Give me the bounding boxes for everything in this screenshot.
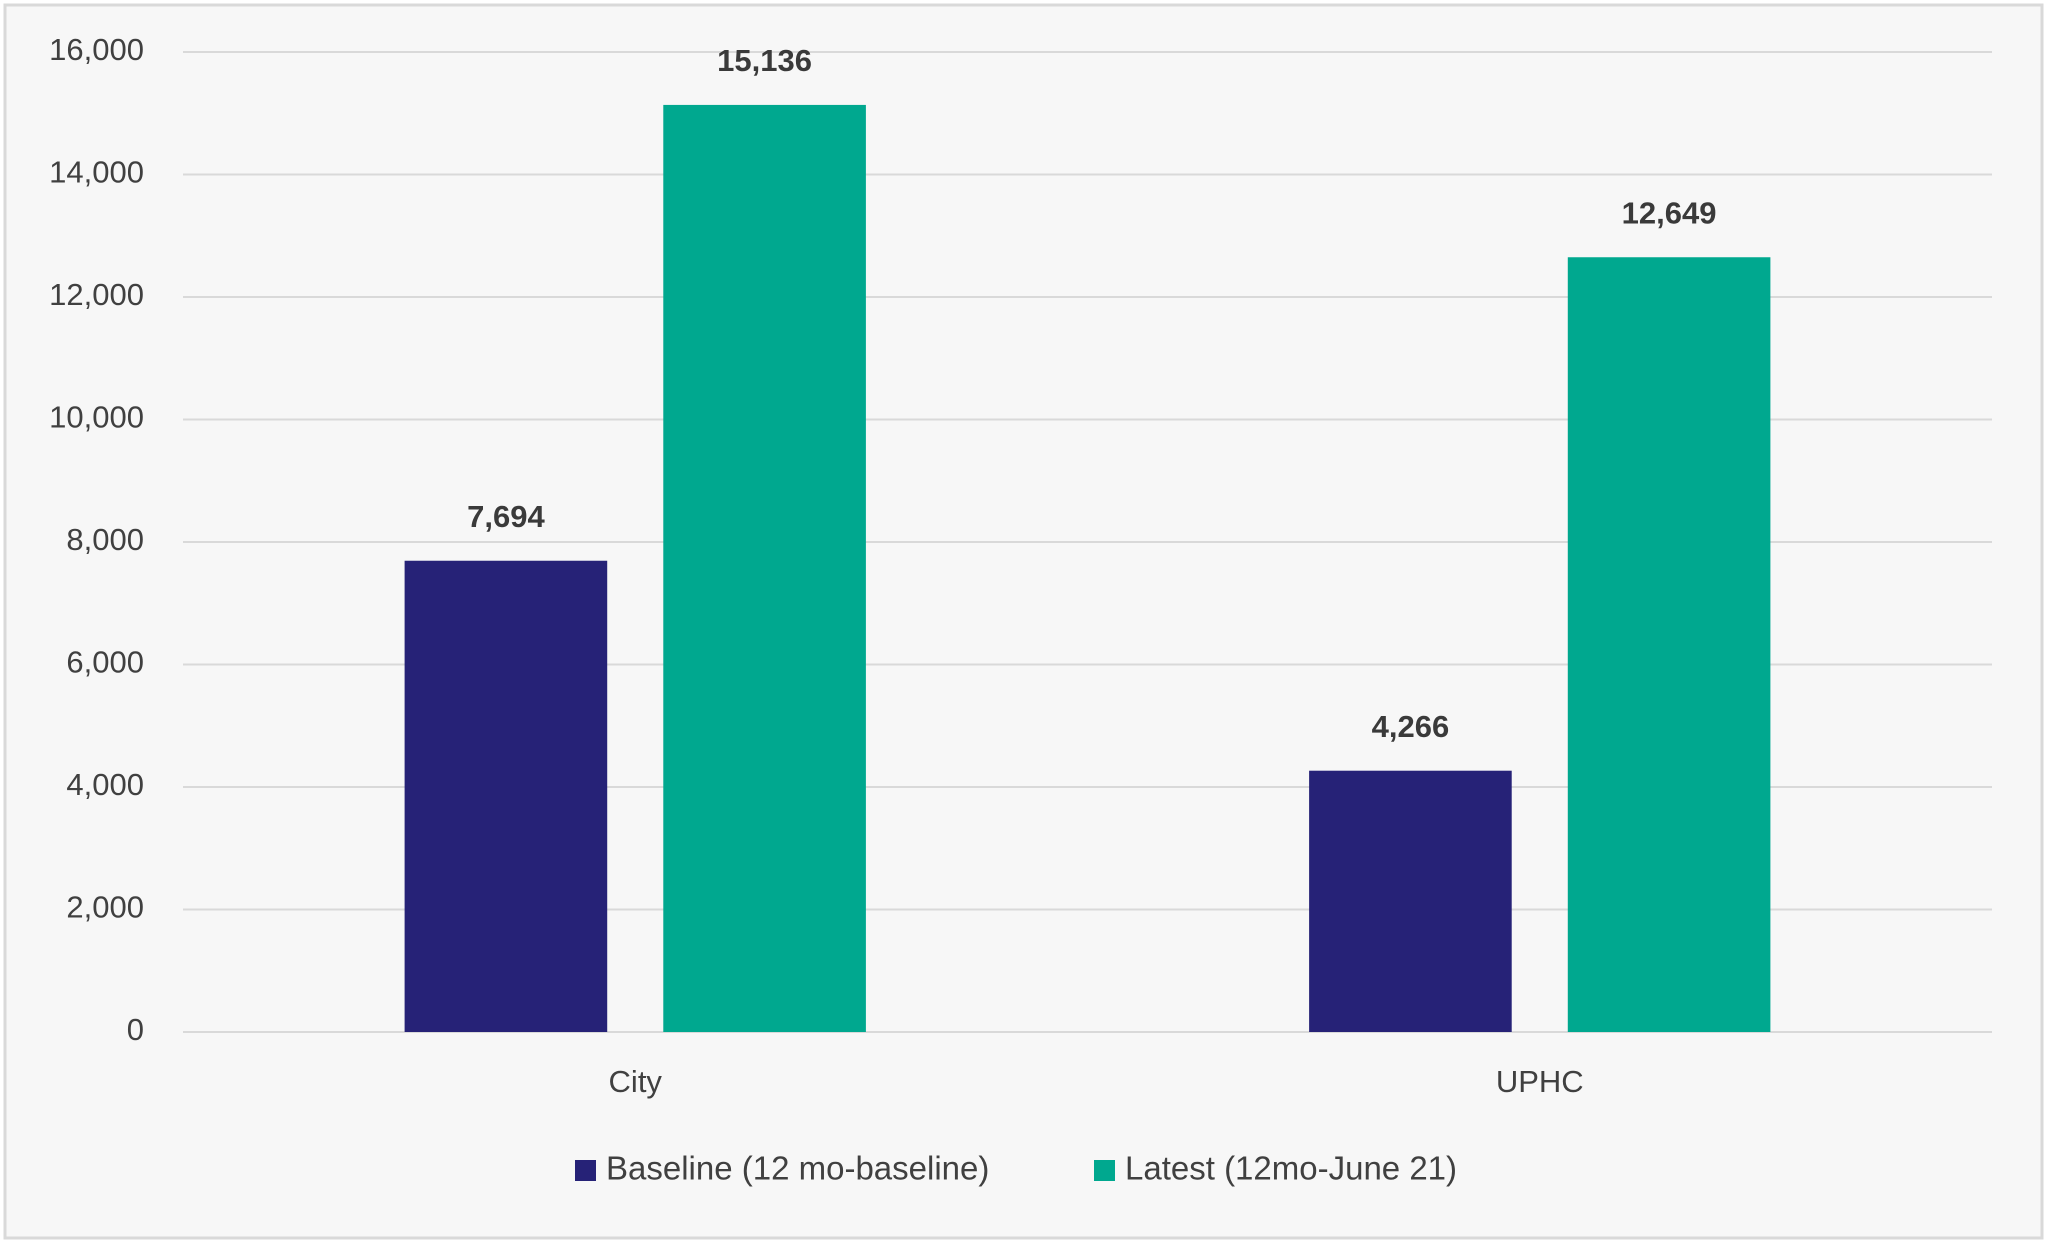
x-tick-label: UPHC bbox=[1496, 1064, 1584, 1099]
value-label: 15,136 bbox=[717, 43, 812, 78]
y-tick-label: 2,000 bbox=[66, 890, 144, 925]
y-tick-label: 4,000 bbox=[66, 767, 144, 802]
legend-swatch bbox=[575, 1160, 596, 1181]
y-tick-label: 6,000 bbox=[66, 645, 144, 680]
y-tick-label: 8,000 bbox=[66, 522, 144, 557]
y-tick-label: 10,000 bbox=[49, 400, 144, 435]
legend-label: Baseline (12 mo-baseline) bbox=[606, 1150, 989, 1187]
value-label: 4,266 bbox=[1372, 709, 1450, 744]
value-label: 7,694 bbox=[467, 499, 545, 534]
bar bbox=[404, 560, 608, 1032]
bar bbox=[1567, 257, 1771, 1032]
y-tick-label: 14,000 bbox=[49, 155, 144, 190]
value-label: 12,649 bbox=[1622, 195, 1717, 230]
x-tick-label: City bbox=[609, 1064, 663, 1099]
bar bbox=[1309, 770, 1512, 1032]
bar bbox=[663, 104, 866, 1033]
y-tick-label: 0 bbox=[127, 1012, 144, 1047]
y-tick-label: 12,000 bbox=[49, 277, 144, 312]
legend-swatch bbox=[1094, 1160, 1115, 1181]
legend-label: Latest (12mo-June 21) bbox=[1125, 1150, 1457, 1187]
y-tick-label: 16,000 bbox=[49, 32, 144, 67]
